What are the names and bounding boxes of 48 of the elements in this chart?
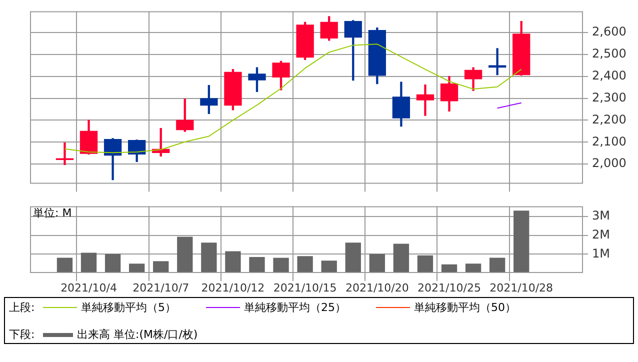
bar bbox=[249, 257, 265, 273]
y-tick-label: 3M bbox=[592, 208, 610, 223]
y-tick-label: 1M bbox=[592, 246, 610, 260]
y-tick-label: 2,100 bbox=[592, 134, 626, 148]
candlestick bbox=[200, 85, 218, 114]
y-tick-label: 2,300 bbox=[592, 90, 626, 104]
bar bbox=[177, 236, 193, 273]
bar bbox=[104, 254, 121, 273]
x-tick-label: 2021/10/25 bbox=[418, 281, 481, 294]
bar bbox=[369, 254, 385, 273]
bar bbox=[273, 258, 289, 273]
bar bbox=[153, 261, 169, 273]
y-tick-label: 2,400 bbox=[592, 68, 626, 82]
bar bbox=[297, 256, 313, 273]
bar bbox=[321, 260, 337, 273]
legend-title: 下段: bbox=[9, 327, 36, 342]
bar bbox=[465, 264, 482, 273]
x-tick-label: 2021/10/28 bbox=[490, 281, 554, 294]
bar bbox=[201, 242, 217, 273]
x-tick-label: 2021/10/20 bbox=[345, 281, 409, 294]
y-tick-label: 2,500 bbox=[592, 46, 626, 61]
y-tick-label: 2,200 bbox=[592, 112, 626, 126]
candlestick bbox=[248, 67, 266, 92]
bar bbox=[56, 258, 73, 273]
bar bbox=[514, 210, 530, 273]
y-tick-label: 2M bbox=[592, 227, 610, 242]
bar bbox=[129, 264, 145, 273]
candlestick bbox=[296, 22, 314, 60]
annotation: 単位: M bbox=[33, 206, 72, 220]
x-tick-label: 2021/10/7 bbox=[132, 281, 190, 294]
y-tick-label: 2,600 bbox=[592, 24, 626, 39]
candlestick bbox=[56, 142, 74, 166]
x-tick-label: 2021/10/15 bbox=[273, 281, 337, 294]
bar bbox=[417, 255, 434, 273]
x-tick-label: 2021/10/4 bbox=[60, 281, 117, 294]
legend-title: 上段: bbox=[9, 300, 36, 315]
legend-label: 単純移動平均（5） bbox=[81, 300, 176, 315]
bar bbox=[489, 258, 506, 273]
bar bbox=[225, 251, 241, 273]
y-tick-label: 2,000 bbox=[592, 156, 626, 170]
legend-label: 単純移動平均（25） bbox=[244, 300, 346, 315]
bar bbox=[345, 242, 361, 273]
legend-label: 単純移動平均（50） bbox=[414, 300, 516, 315]
bar bbox=[393, 244, 410, 273]
x-tick-label: 2021/10/12 bbox=[201, 281, 265, 294]
legend-label: 出来高 単位:(M株/口/枚) bbox=[77, 327, 198, 342]
candlestick bbox=[224, 68, 242, 110]
bar bbox=[80, 252, 97, 273]
